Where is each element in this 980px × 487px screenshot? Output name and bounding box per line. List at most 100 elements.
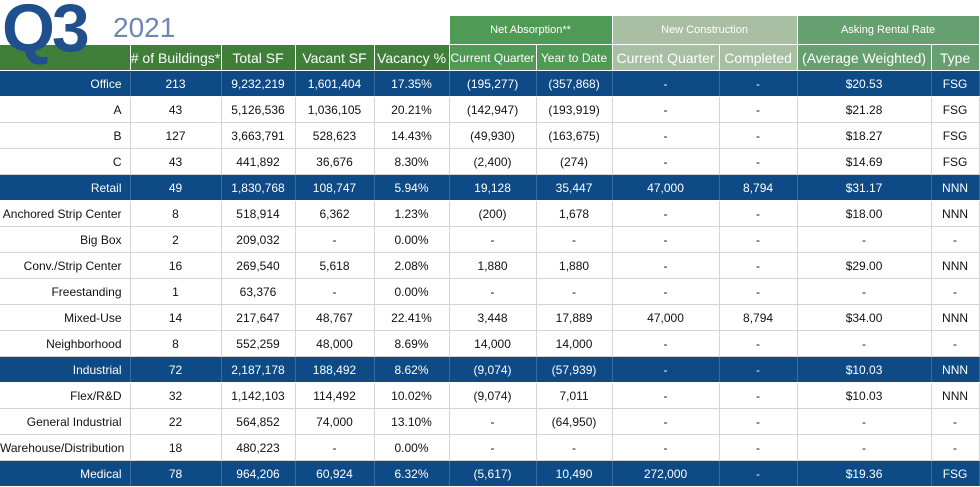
- cell-nc-completed: -: [719, 408, 798, 435]
- cell-na-cq: (5,617): [449, 460, 537, 487]
- cell-total-sf: 5,126,536: [221, 96, 296, 123]
- cell-nc-completed: -: [719, 70, 798, 97]
- cell-na-cq: 14,000: [449, 330, 537, 357]
- cell-vacancy: 5.94%: [374, 174, 450, 201]
- cell-na-ytd: 10,490: [536, 460, 613, 487]
- cell-na-cq: -: [449, 434, 537, 461]
- cell-vacant-sf: 48,000: [295, 330, 375, 357]
- cell-vacancy: 20.21%: [374, 96, 450, 123]
- table-row: Freestanding 1 63,376-0.00% - - - - - -: [0, 278, 980, 305]
- cell-buildings: 8: [130, 330, 222, 357]
- cell-label: Flex/R&D: [0, 382, 131, 409]
- cell-type: -: [931, 434, 980, 461]
- cell-na-cq: (9,074): [449, 356, 537, 383]
- cell-total-sf: 441,892: [221, 148, 296, 175]
- cell-label: Anchored Strip Center: [0, 200, 131, 227]
- cell-na-ytd: -: [536, 226, 613, 253]
- cell-buildings: 43: [130, 96, 222, 123]
- cell-nc-cq: -: [612, 226, 720, 253]
- cell-total-sf: 480,223: [221, 434, 296, 461]
- table-row: Neighborhood 8 552,259 48,000 8.69% 14,000 14,…: [0, 330, 980, 357]
- cell-nc-completed: -: [719, 356, 798, 383]
- cell-type: NNN: [931, 356, 980, 383]
- cell-type: FSG: [931, 122, 980, 149]
- cell-type: -: [931, 330, 980, 357]
- cell-type: FSG: [931, 70, 980, 97]
- cell-nc-completed: -: [719, 382, 798, 409]
- cell-na-cq: (142,947): [449, 96, 537, 123]
- cell-rate: -: [797, 226, 932, 253]
- cell-label: Big Box: [0, 226, 131, 253]
- cell-na-cq: (2,400): [449, 148, 537, 175]
- table-row: Flex/R&D 32 1,142,103 114,492 10.02% (9,074) 7…: [0, 382, 980, 409]
- asking-rate-group: Asking Rental Rate: [797, 16, 980, 45]
- cell-nc-completed: -: [719, 226, 798, 253]
- cell-vacancy: 8.62%: [374, 356, 450, 383]
- col-nc-completed: Completed: [719, 44, 798, 71]
- cell-rate: -: [797, 434, 932, 461]
- cell-nc-cq: -: [612, 96, 720, 123]
- cell-vacancy: 1.23%: [374, 200, 450, 227]
- cell-vacancy: 22.41%: [374, 304, 450, 331]
- category-row: Medical 78 964,206 60,924 6.32% (5,617) 10,490…: [0, 460, 980, 487]
- table-row: Anchored Strip Center 8 518,914 6,362 1.23%(…: [0, 200, 980, 227]
- cell-vacant-sf: -: [295, 434, 375, 461]
- col-total-sf: Total SF: [221, 44, 296, 71]
- cell-vacant-sf: 6,362: [295, 200, 375, 227]
- cell-na-cq: -: [449, 226, 537, 253]
- cell-nc-cq: 272,000: [612, 460, 720, 487]
- cell-label: C: [0, 148, 131, 175]
- cell-total-sf: 209,032: [221, 226, 296, 253]
- cell-buildings: 1: [130, 278, 222, 305]
- cell-vacant-sf: 1,601,404: [295, 70, 375, 97]
- cell-type: FSG: [931, 460, 980, 487]
- cell-total-sf: 9,232,219: [221, 70, 296, 97]
- group-header-row: Net Absorption** New Construction Asking…: [0, 16, 980, 45]
- cell-label: B: [0, 122, 131, 149]
- cell-na-ytd: 14,000: [536, 330, 613, 357]
- cell-type: NNN: [931, 174, 980, 201]
- cell-total-sf: 564,852: [221, 408, 296, 435]
- cell-na-ytd: (193,919): [536, 96, 613, 123]
- year-label: 2021: [113, 12, 176, 43]
- cell-rate: $10.03: [797, 382, 932, 409]
- cell-nc-cq: -: [612, 122, 720, 149]
- cell-vacant-sf: 108,747: [295, 174, 375, 201]
- table-row: Mixed-Use 14 217,647 48,767 22.41% 3,448 17,88…: [0, 304, 980, 331]
- cell-nc-cq: -: [612, 434, 720, 461]
- cell-total-sf: 3,663,791: [221, 122, 296, 149]
- cell-vacancy: 14.43%: [374, 122, 450, 149]
- cell-label: Office: [0, 70, 131, 97]
- cell-na-cq: -: [449, 278, 537, 305]
- cell-vacancy: 10.02%: [374, 382, 450, 409]
- cell-rate: $34.00: [797, 304, 932, 331]
- cell-total-sf: 217,647: [221, 304, 296, 331]
- cell-type: FSG: [931, 148, 980, 175]
- cell-buildings: 8: [130, 200, 222, 227]
- col-vacancy: Vacancy %: [374, 44, 450, 71]
- cell-rate: $29.00: [797, 252, 932, 279]
- cell-na-cq: (49,930): [449, 122, 537, 149]
- cell-rate: $19.36: [797, 460, 932, 487]
- cell-na-ytd: 7,011: [536, 382, 613, 409]
- cell-total-sf: 1,830,768: [221, 174, 296, 201]
- cell-buildings: 2: [130, 226, 222, 253]
- cell-vacant-sf: 60,924: [295, 460, 375, 487]
- cell-total-sf: 1,142,103: [221, 382, 296, 409]
- cell-total-sf: 552,259: [221, 330, 296, 357]
- cell-nc-completed: -: [719, 330, 798, 357]
- table-row: A 43 5,126,536 1,036,105 20.21% (142,947) (193…: [0, 96, 980, 123]
- cell-na-cq: (200): [449, 200, 537, 227]
- cell-label: Medical: [0, 460, 131, 487]
- col-nc-current-quarter: Current Quarter: [612, 44, 720, 71]
- cell-na-ytd: (64,950): [536, 408, 613, 435]
- cell-vacant-sf: 74,000: [295, 408, 375, 435]
- quarter-badge: Q3 2021: [0, 0, 175, 70]
- cell-nc-completed: 8,794: [719, 304, 798, 331]
- cell-label: Mixed-Use: [0, 304, 131, 331]
- cell-nc-cq: -: [612, 356, 720, 383]
- new-construction-group: New Construction: [612, 16, 798, 45]
- cell-rate: $14.69: [797, 148, 932, 175]
- table-row: Conv./Strip Center 16 269,540 5,618 2.08% 1,8…: [0, 252, 980, 279]
- cell-na-ytd: -: [536, 434, 613, 461]
